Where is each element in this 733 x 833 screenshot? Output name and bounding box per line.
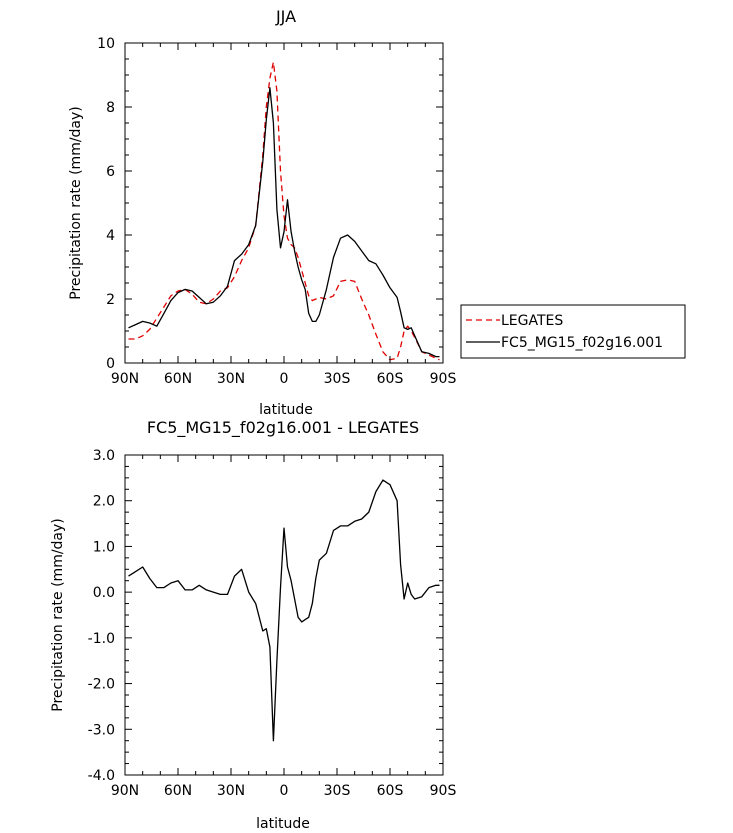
top-y-axis-label: Precipitation rate (mm/day) — [68, 106, 84, 300]
legend-box — [460, 304, 686, 359]
bottom-x-tick-label: 30S — [324, 783, 351, 799]
top-series-line-0 — [128, 61, 440, 361]
legend-label-legates: LEGATES — [501, 313, 563, 329]
bottom-y-tick-label: 0.0 — [93, 585, 115, 601]
bottom-x-axis-label: latitude — [256, 816, 310, 832]
bottom-plot-frame — [124, 454, 444, 776]
bottom-x-tick-label: 30N — [217, 783, 245, 799]
bottom-x-tick-label: 60N — [164, 783, 192, 799]
bottom-y-tick-label: 3.0 — [93, 448, 115, 464]
bottom-y-tick-label: 1.0 — [93, 539, 115, 555]
bottom-y-tick-label: -4.0 — [88, 768, 115, 784]
top-y-tick-label: 6 — [106, 164, 115, 180]
bottom-plot-area: 90N 60N 30N 0 30S 60S 90S -4.0 -3.0 -2.0 -1.0 0.0 1.… — [88, 448, 457, 799]
top-x-tick-label: 60N — [164, 371, 192, 387]
bottom-series-line-0 — [128, 479, 440, 742]
legend-label-model: FC5_MG15_f02g16.001 — [501, 335, 663, 351]
top-chart-title: JJA — [275, 7, 296, 26]
top-y-tick-label: 2 — [106, 292, 115, 308]
bottom-y-tick-label: -3.0 — [88, 722, 115, 738]
bottom-y-tick-label: -1.0 — [88, 631, 115, 647]
top-x-tick-label: 90S — [430, 371, 457, 387]
top-plot-frame — [124, 42, 444, 364]
top-x-tick-label: 30S — [324, 371, 351, 387]
legend: LEGATES FC5_MG15_f02g16.001 — [460, 304, 686, 359]
top-x-tick-label: 30N — [217, 371, 245, 387]
bottom-y-tick-label: -2.0 — [88, 677, 115, 693]
top-series-line-1 — [128, 87, 440, 358]
top-x-axis-label: latitude — [259, 402, 313, 418]
bottom-x-tick-label: 90S — [430, 783, 457, 799]
top-y-tick-label: 10 — [97, 36, 115, 52]
bottom-x-tick-label: 90N — [111, 783, 139, 799]
bottom-chart-title: FC5_MG15_f02g16.001 - LEGATES — [147, 418, 419, 438]
bottom-y-tick-label: 2.0 — [93, 494, 115, 510]
top-x-tick-label: 60S — [377, 371, 404, 387]
bottom-panel: FC5_MG15_f02g16.001 - LEGATES 90N 60N 30N 0… — [50, 418, 456, 832]
top-x-tick-label: 0 — [280, 371, 289, 387]
bottom-x-tick-label: 0 — [280, 783, 289, 799]
bottom-y-axis-label: Precipitation rate (mm/day) — [50, 518, 66, 712]
top-y-tick-label: 0 — [106, 356, 115, 372]
top-plot-area: 90N 60N 30N 0 30S 60S 90S 0 2 4 6 8 10 — [97, 36, 456, 387]
bottom-x-tick-label: 60S — [377, 783, 404, 799]
top-y-tick-label: 4 — [106, 228, 115, 244]
top-y-tick-label: 8 — [106, 100, 115, 116]
top-x-tick-label: 90N — [111, 371, 139, 387]
